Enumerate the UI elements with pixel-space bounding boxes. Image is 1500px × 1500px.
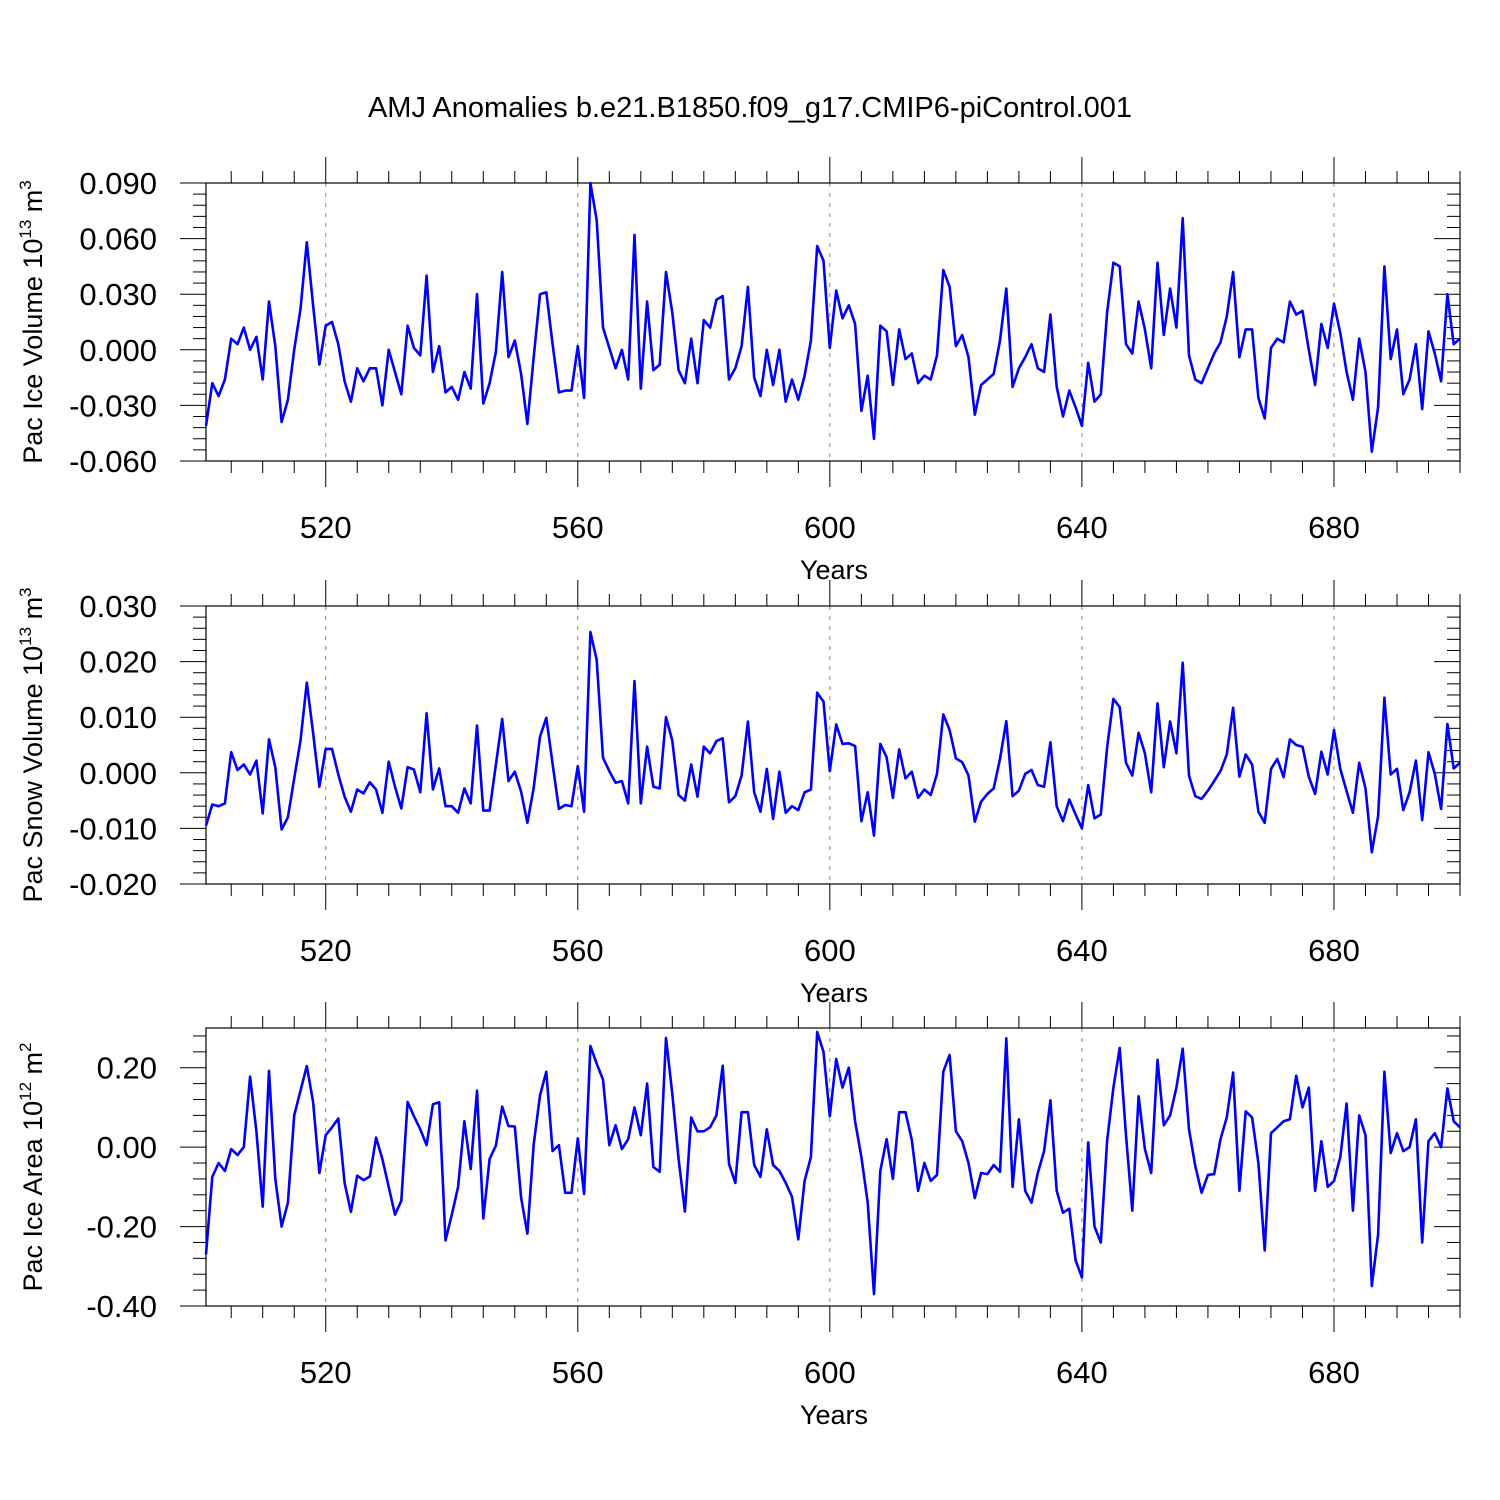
y-axis-title-exponent: 13 [16,220,35,239]
x-tick-label: 560 [552,1355,604,1390]
y-axis-title-text: Pac Ice Volume 10 [18,239,48,464]
x-tick-label: 600 [804,510,856,545]
y-axis-title-exponent: 12 [16,1082,35,1101]
x-tick-label: 680 [1308,1355,1360,1390]
y-tick-label: 0.010 [79,700,157,735]
series-line [204,1030,1461,1296]
x-tick-label: 520 [300,510,352,545]
y-tick-label: -0.20 [86,1210,157,1245]
plot-frame [205,1027,1461,1307]
y-axis-title: Pac Snow Volume 1013 m3 [16,587,48,902]
y-axis-title: Pac Ice Area 1012 m2 [16,1042,48,1291]
y-axis-title-text: Pac Ice Area 10 [18,1101,48,1292]
x-tick-label: 600 [804,1355,856,1390]
y-tick-label: -0.030 [69,388,157,423]
y-axis-title-unit: m [18,597,48,627]
plot-frame [205,605,1461,885]
series-line [204,181,1461,454]
series-line [204,630,1461,854]
y-tick-label: 0.030 [79,589,157,624]
panel-ice-area: 520 560 600 640 680 Years 0.20 0.00 -0.20 -0.40 Pa… [16,1002,1461,1430]
panel-ice-volume: 520 560 600 640 680 Years 0.090 0.060 0.030 0.000… [16,157,1461,585]
y-axis-title-unit: m [18,190,48,220]
y-tick-label: 0.000 [79,756,157,791]
y-axis-title: Pac Ice Volume 1013 m3 [16,180,48,464]
x-tick-label: 640 [1056,510,1108,545]
y-tick-label: -0.010 [69,811,157,846]
chart-title: AMJ Anomalies b.e21.B1850.f09_g17.CMIP6-… [367,92,1133,124]
y-tick-label: 0.000 [79,333,157,368]
y-tick-label: 0.020 [79,645,157,680]
y-tick-label: -0.020 [69,867,157,902]
panel-snow-volume: 520 560 600 640 680 Years 0.030 0.020 0.010 0.000… [16,580,1461,1008]
y-axis-title-unit: m [18,1052,48,1082]
y-axis-title-exponent: 13 [16,627,35,646]
x-axis-title: Years [800,1400,868,1430]
y-tick-label: -0.060 [69,444,157,479]
y-axis-title-unit-exponent: 2 [16,1042,35,1051]
x-tick-label: 520 [300,933,352,968]
x-tick-label: 680 [1308,510,1360,545]
x-tick-label: 560 [552,510,604,545]
y-tick-label: 0.030 [79,277,157,312]
y-tick-label: 0.00 [97,1130,157,1165]
plot-frame [205,182,1461,462]
y-axis-title-text: Pac Snow Volume 10 [18,646,48,903]
x-tick-label: 600 [804,933,856,968]
y-tick-label: 0.090 [79,166,157,201]
x-tick-label: 680 [1308,933,1360,968]
x-tick-label: 520 [300,1355,352,1390]
y-tick-label: 0.20 [97,1051,157,1086]
y-tick-label: -0.40 [86,1289,157,1324]
y-tick-label: 0.060 [79,222,157,257]
x-axis-title: Years [800,555,868,585]
y-axis-title-unit-exponent: 3 [16,587,35,596]
y-axis-title-unit-exponent: 3 [16,180,35,189]
x-tick-label: 640 [1056,933,1108,968]
x-tick-label: 640 [1056,1355,1108,1390]
x-tick-label: 560 [552,933,604,968]
x-axis-title: Years [800,978,868,1008]
